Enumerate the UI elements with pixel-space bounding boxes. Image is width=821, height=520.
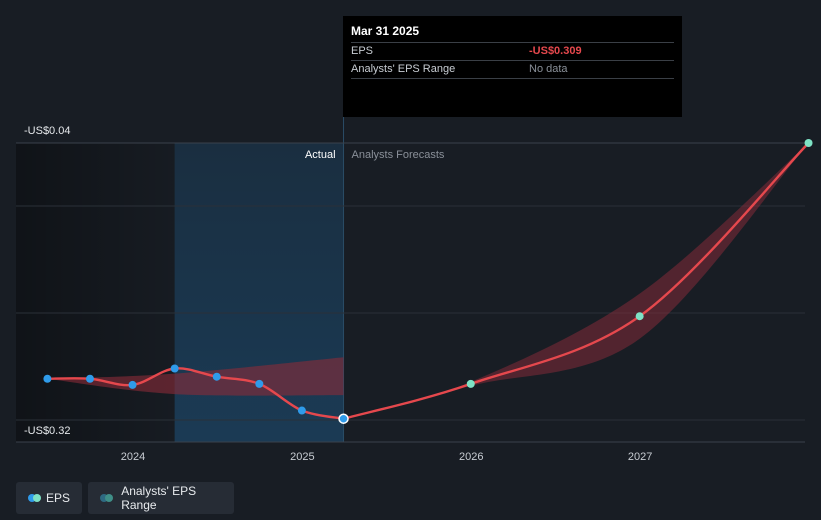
tooltip-range-label: Analysts' EPS Range (351, 63, 456, 75)
eps-point-forecast (804, 139, 813, 147)
eps-tooltip: Mar 31 2025 EPS -US$0.309 Analysts' EPS … (343, 16, 682, 117)
y-tick-label: -US$0.04 (24, 125, 70, 137)
eps-line-forecast (343, 142, 810, 420)
x-tick-label: 2025 (290, 451, 314, 463)
highlight-region (174, 143, 344, 442)
forecast-range-band (343, 143, 809, 419)
tooltip-row-range: Analysts' EPS Range No data (351, 60, 674, 79)
tooltip-date: Mar 31 2025 (351, 24, 420, 38)
x-tick-label: 2027 (628, 451, 652, 463)
eps-point-forecast (635, 312, 644, 321)
tooltip-eps-label: EPS (351, 45, 374, 57)
legend-range-button[interactable]: Analysts' EPS Range (88, 482, 234, 514)
eps-point-actual (297, 406, 306, 415)
actual-label: Actual (305, 149, 336, 161)
tooltip-row-eps: EPS -US$0.309 (351, 42, 674, 60)
eps-point-actual (85, 374, 94, 383)
x-tick-label: 2026 (459, 451, 483, 463)
tooltip-range-value: No data (529, 63, 568, 75)
tooltip-eps-value: -US$0.309 (529, 45, 582, 57)
eps-point-selected (338, 413, 349, 424)
y-tick-label: -US$0.32 (24, 425, 70, 437)
eps-point-actual (170, 364, 179, 373)
eps-point-forecast (466, 379, 475, 388)
legend-range-label: Analysts' EPS Range (121, 484, 197, 512)
past-range-band (47, 357, 344, 396)
range-legend-icon (100, 494, 114, 502)
eps-point-actual (255, 379, 264, 388)
eps-point-actual (43, 374, 52, 383)
legend-eps-button[interactable]: EPS (16, 482, 82, 514)
eps-point-actual (212, 372, 221, 381)
eps-legend-icon (28, 494, 41, 502)
x-tick-label: 2024 (121, 451, 145, 463)
legend-eps-label: EPS (45, 491, 70, 505)
eps-point-actual (128, 380, 137, 389)
forecast-label: Analysts Forecasts (352, 149, 445, 161)
past-region (16, 143, 175, 442)
